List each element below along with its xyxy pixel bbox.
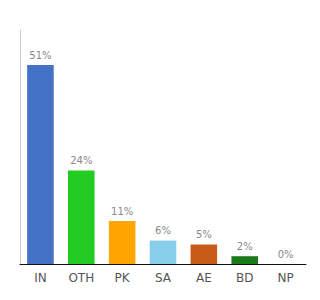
svg-text:OTH: OTH [68, 271, 94, 285]
svg-text:NP: NP [277, 271, 293, 285]
svg-text:IN: IN [34, 271, 47, 285]
svg-text:2%: 2% [237, 241, 253, 252]
svg-text:24%: 24% [70, 155, 92, 166]
svg-text:BD: BD [236, 271, 253, 285]
svg-text:0%: 0% [278, 249, 294, 260]
svg-text:6%: 6% [155, 225, 171, 236]
svg-text:11%: 11% [111, 206, 133, 217]
svg-text:PK: PK [115, 271, 131, 285]
svg-text:AE: AE [196, 271, 212, 285]
svg-text:51%: 51% [29, 50, 51, 61]
svg-text:5%: 5% [196, 229, 212, 240]
svg-text:SA: SA [155, 271, 172, 285]
